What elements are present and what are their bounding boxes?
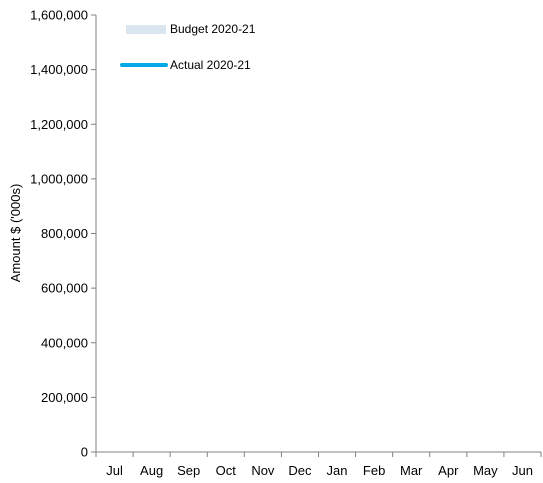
x-tick-label: Jun: [512, 463, 533, 478]
x-tick-label: Mar: [400, 463, 423, 478]
y-tick-label: 1,000,000: [30, 171, 88, 186]
legend-item: Budget 2020-21: [126, 22, 256, 36]
x-tick-label: Nov: [251, 463, 275, 478]
x-tick-label: Apr: [438, 463, 459, 478]
x-tick-label: Oct: [216, 463, 237, 478]
legend-label: Budget 2020-21: [170, 22, 256, 36]
legend-item: Actual 2020-21: [120, 58, 251, 72]
y-tick-label: 1,200,000: [30, 117, 88, 132]
y-tick-label: 800,000: [41, 226, 88, 241]
x-tick-label: May: [473, 463, 498, 478]
y-tick-label: 600,000: [41, 281, 88, 296]
x-tick-label: Dec: [288, 463, 312, 478]
y-axis-title: Amount $ ('000s): [8, 184, 23, 283]
legend: Budget 2020-21 Actual 2020-21: [120, 22, 256, 72]
x-tick-label: Aug: [140, 463, 163, 478]
x-tick-label: Jul: [106, 463, 123, 478]
x-axis: Jul Aug Sep Oct Nov Dec Jan Feb Mar Apr May Jun: [95, 451, 542, 478]
y-axis: 0 200,000 400,000 600,000 800,000 1,000,000 1,…: [30, 8, 97, 460]
y-tick-label: 0: [81, 445, 88, 460]
y-tick-label: 200,000: [41, 390, 88, 405]
legend-label: Actual 2020-21: [170, 58, 251, 72]
legend-swatch-area: [126, 25, 166, 34]
y-tick-label: 400,000: [41, 335, 88, 350]
x-tick-label: Jan: [327, 463, 348, 478]
x-tick-label: Sep: [177, 463, 200, 478]
x-tick-label: Feb: [363, 463, 385, 478]
y-tick-label: 1,600,000: [30, 8, 88, 23]
y-tick-label: 1,400,000: [30, 62, 88, 77]
